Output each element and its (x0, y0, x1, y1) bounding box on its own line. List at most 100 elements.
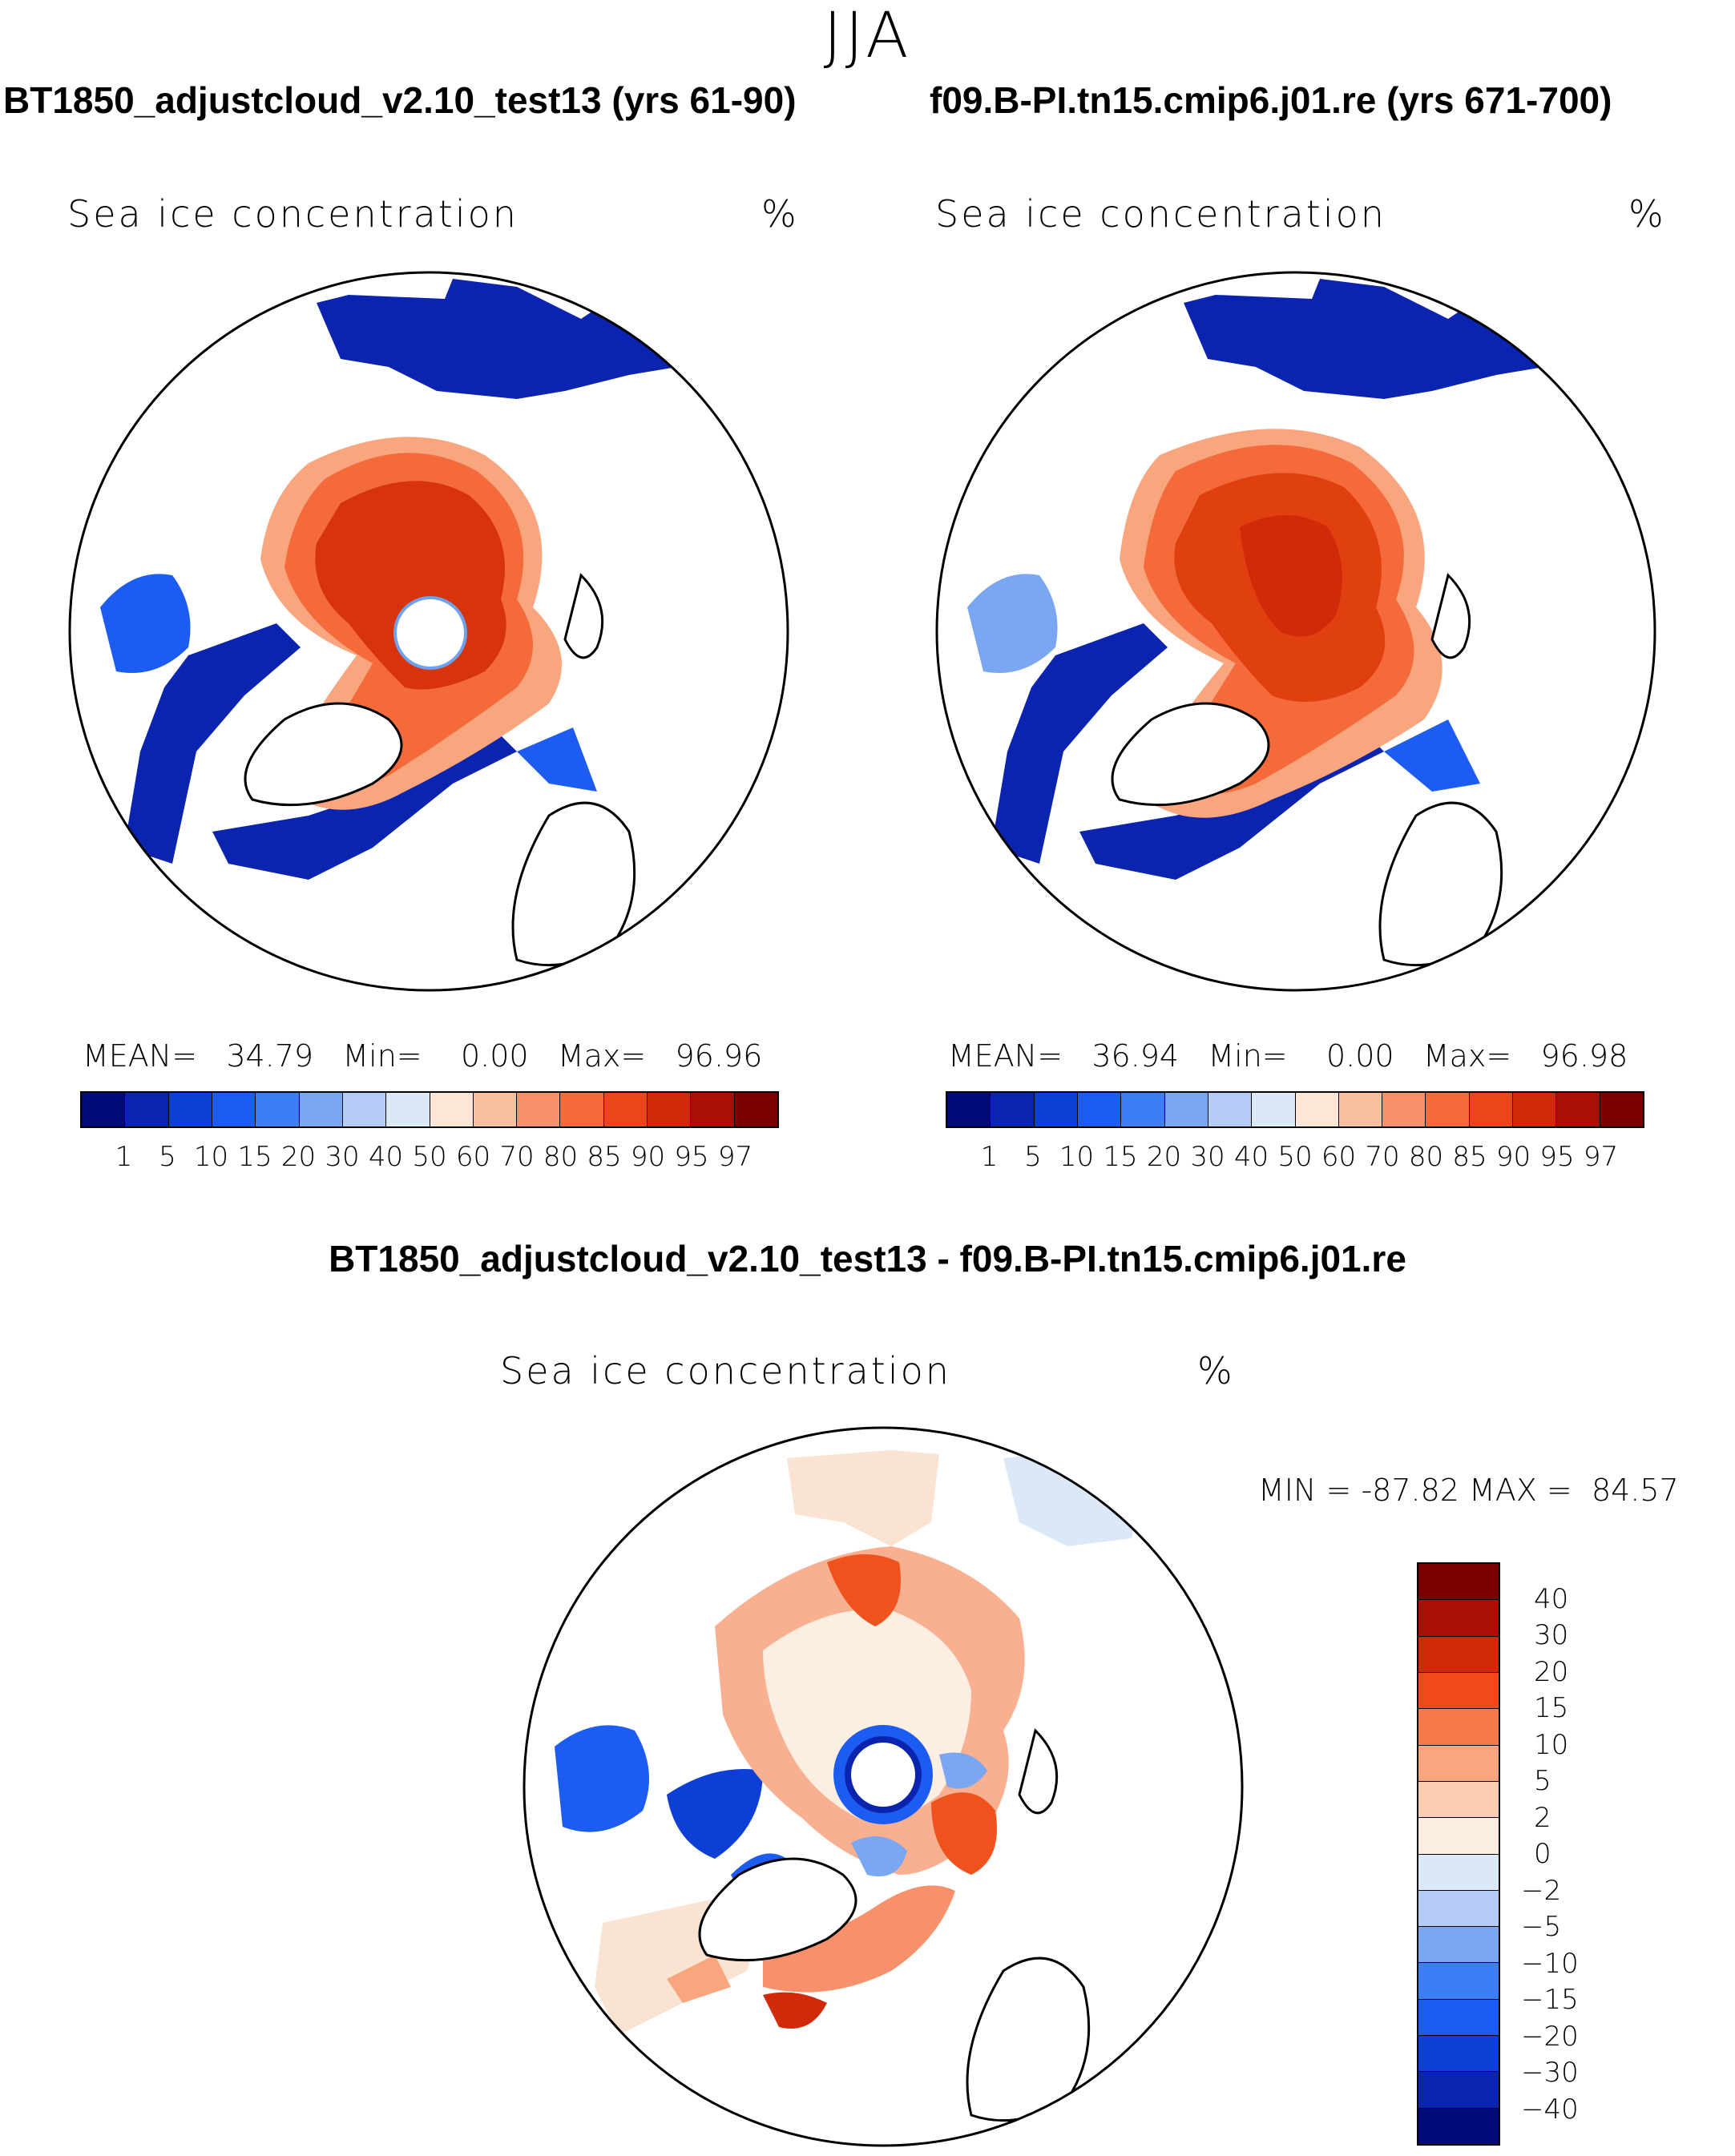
colorbar-swatch (1418, 2108, 1499, 2144)
colorbar-tick-label: 90 (1495, 1141, 1531, 1173)
colorbar-swatch (1252, 1093, 1296, 1126)
colorbar-swatch (1418, 1818, 1499, 1855)
colorbar-swatch (299, 1093, 343, 1126)
colorbar-swatch (1426, 1093, 1470, 1126)
colorbar-swatch (1208, 1093, 1253, 1126)
colorbar-tick-label: 0 (1534, 1838, 1551, 1870)
colorbar-swatch (430, 1093, 474, 1126)
colorbar-tick-label: 15 (1103, 1141, 1138, 1173)
colorbar-swatch (603, 1093, 648, 1126)
colorbar-swatch (1418, 1927, 1499, 1964)
colorbar-tick-label: 70 (499, 1141, 535, 1173)
colorbar-swatch (1418, 1672, 1499, 1710)
colorbar-tick-label: 20 (280, 1141, 317, 1173)
panel1-max: 96.96 (675, 1038, 763, 1074)
colorbar-tick-label: 85 (1452, 1141, 1487, 1173)
colorbar-tick-label: 97 (1583, 1141, 1619, 1173)
diff-min-label: MIN = (1258, 1473, 1352, 1508)
colorbar-swatch (1469, 1093, 1514, 1126)
colorbar-swatch (517, 1093, 561, 1126)
colorbar-swatch (1418, 1999, 1499, 2037)
colorbar-swatch (1295, 1093, 1339, 1126)
colorbar-swatch (473, 1093, 518, 1126)
colorbar-swatch (1418, 1963, 1499, 2000)
colorbar-tick-label: 10 (1059, 1141, 1095, 1173)
panel2-mean-label: MEAN= (948, 1038, 1063, 1074)
colorbar-swatch (1556, 1093, 1600, 1126)
colorbar-tick-label: 30 (1534, 1619, 1569, 1651)
colorbar-tick-label: 60 (1321, 1141, 1357, 1173)
colorbar-tick-label: 15 (237, 1141, 272, 1173)
colorbar-tick-label: 95 (1539, 1141, 1575, 1173)
colorbar-tick-label: 20 (1146, 1141, 1182, 1173)
colorbar-tick-label: −30 (1521, 2057, 1579, 2089)
diff-stats: MIN = -87.82 MAX = 84.57 (1258, 1473, 1679, 1508)
panel2-variable: Sea ice concentration (935, 192, 1386, 236)
diff-max: 84.57 (1591, 1473, 1679, 1508)
colorbar-tick-label: 1 (115, 1141, 133, 1173)
colorbar-swatch (342, 1093, 387, 1126)
colorbar-tick-label: 70 (1365, 1141, 1400, 1173)
diff-variable: Sea ice concentration (500, 1349, 951, 1392)
colorbar-tick-label: 10 (193, 1141, 229, 1173)
panel2-mean: 36.94 (1091, 1038, 1180, 1074)
panel1-variable: Sea ice concentration (67, 192, 518, 236)
colorbar-swatch (82, 1093, 126, 1126)
panel1-mean: 34.79 (226, 1038, 314, 1074)
panel1-mean-label: MEAN= (83, 1038, 198, 1074)
panel1-min: 0.00 (460, 1038, 529, 1074)
panel1-title: BT1850_adjustcloud_v2.10_test13 (yrs 61-… (3, 79, 797, 121)
colorbar-swatch (1418, 1564, 1499, 1601)
colorbar-tick-label: 95 (674, 1141, 709, 1173)
colorbar-tick-label: 80 (1408, 1141, 1444, 1173)
colorbar-tick-label: 10 (1534, 1728, 1569, 1761)
panel2-max: 96.98 (1540, 1038, 1628, 1074)
colorbar-swatch (1382, 1093, 1426, 1126)
colorbar-swatch (1600, 1093, 1643, 1126)
colorbar-tick-label: 1 (980, 1141, 999, 1173)
panel2-min: 0.00 (1325, 1038, 1394, 1074)
colorbar-tick-label: 85 (587, 1141, 622, 1173)
colorbar-tick-label: 30 (1190, 1141, 1225, 1173)
panel2-max-label: Max= (1422, 1038, 1512, 1074)
panel1-units: % (761, 192, 799, 236)
colorbar-tick-label: −20 (1521, 2020, 1579, 2053)
colorbar-swatch (1418, 2072, 1499, 2109)
colorbar-tick-label: 20 (1534, 1655, 1569, 1688)
colorbar-tick-label: 30 (325, 1141, 360, 1173)
colorbar-swatch (1418, 1745, 1499, 1782)
colorbar-swatch (1418, 1781, 1499, 1819)
colorbar-tick-label: 80 (543, 1141, 579, 1173)
colorbar-swatch (947, 1093, 991, 1126)
colorbar-tick-label: 2 (1534, 1801, 1551, 1834)
panel2-colorbar-ticks: 1 5 10 15 20 30 40 50 60 70 80 85 90 95 97 (946, 1141, 1644, 1173)
diff-units: % (1197, 1349, 1235, 1392)
colorbar-swatch (125, 1093, 169, 1126)
panel2-map (935, 271, 1656, 992)
colorbar-swatch (1164, 1093, 1208, 1126)
colorbar-swatch (991, 1093, 1035, 1126)
colorbar-swatch (256, 1093, 300, 1126)
colorbar-tick-label: 40 (368, 1141, 404, 1173)
diff-title: BT1850_adjustcloud_v2.10_test13 - f09.B-… (329, 1238, 1406, 1279)
diff-map (523, 1426, 1244, 2147)
colorbar-swatch (560, 1093, 604, 1126)
colorbar-tick-label: 50 (412, 1141, 447, 1173)
panel1-map (68, 271, 789, 992)
colorbar-tick-label: −40 (1521, 2093, 1579, 2126)
diff-max-label: MAX = (1469, 1473, 1572, 1508)
colorbar-tick-label: 40 (1233, 1141, 1269, 1173)
colorbar-swatch (386, 1093, 430, 1126)
colorbar-tick-label: 60 (455, 1141, 491, 1173)
colorbar-tick-label: 5 (1024, 1141, 1042, 1173)
colorbar-tick-label: 15 (1534, 1692, 1569, 1724)
colorbar-tick-label: −10 (1521, 1947, 1579, 1980)
colorbar-swatch (1418, 1890, 1499, 1928)
diff-colorbar-ticks: 40 30 20 15 10 5 2 0 −2 −5 −10 −15 −20 −30 −40 (1521, 1562, 1641, 2146)
colorbar-tick-label: −5 (1521, 1911, 1562, 1943)
colorbar-swatch (691, 1093, 735, 1126)
colorbar-tick-label: −2 (1521, 1874, 1562, 1907)
panel1-min-label: Min= (342, 1038, 422, 1074)
colorbar-tick-label: 90 (630, 1141, 666, 1173)
colorbar-swatch (1418, 1854, 1499, 1891)
